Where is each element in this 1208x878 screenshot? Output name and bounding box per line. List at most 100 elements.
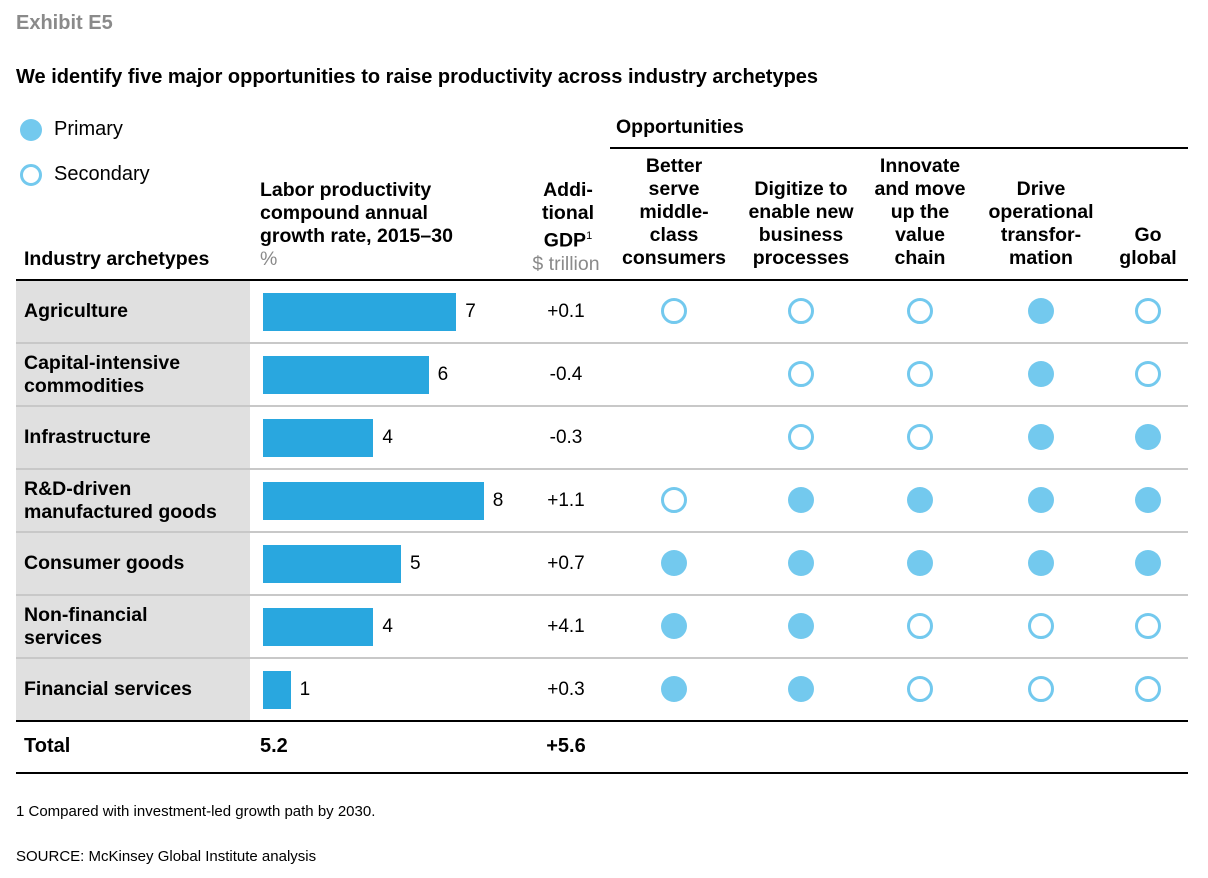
legend-secondary-label: Secondary (54, 163, 150, 185)
growth-value: 8 (492, 490, 504, 511)
table-row: R&D-driven manufactured goods 8 +1.1 (16, 468, 1188, 531)
header-line: processes (752, 247, 850, 269)
secondary-circle-icon (907, 613, 933, 639)
table-row: Agriculture 7 +0.1 (16, 281, 1188, 342)
secondary-circle-icon (907, 361, 933, 387)
primary-circle-icon (788, 613, 814, 639)
gdp-value: +1.1 (547, 490, 585, 511)
productivity-header: Labor productivity compound annual growt… (260, 179, 453, 271)
header-line: Digitize to (754, 178, 848, 200)
row-label: Financial services (16, 659, 250, 720)
primary-circle-icon (907, 550, 933, 576)
secondary-circle-icon (907, 424, 933, 450)
growth-bar (263, 293, 457, 331)
primary-circle-icon (1135, 487, 1161, 513)
row-separator (16, 468, 1188, 470)
row-label: Capital-intensive commodities (16, 344, 250, 405)
opportunity-header-4: Go global (1078, 224, 1208, 270)
row-label: Non-financial services (16, 596, 250, 657)
row-label: Agriculture (16, 281, 250, 342)
primary-circle-icon (661, 550, 687, 576)
header-line: Go (1134, 224, 1162, 246)
row-label-text: Consumer goods (24, 552, 184, 575)
secondary-circle-icon (1135, 361, 1161, 387)
header-line: up the (890, 201, 950, 223)
growth-bar (263, 419, 374, 457)
opportunity-header-2: Innovate and move up the value chain (850, 155, 990, 270)
opportunities-header: Opportunities (616, 116, 744, 138)
header-line: chain (894, 247, 946, 269)
gdp-value: +4.1 (547, 616, 585, 637)
table-row: Infrastructure 4 -0.3 (16, 405, 1188, 468)
secondary-circle-icon (1028, 676, 1054, 702)
header-line: Addi- (543, 179, 593, 201)
label-line: R&D-driven (24, 477, 132, 500)
header-line: enable new (748, 201, 854, 223)
header-line: growth rate, 2015–30 (260, 225, 453, 247)
growth-value: 7 (465, 301, 476, 322)
legend-secondary: Secondary (20, 163, 150, 186)
secondary-circle-icon (661, 298, 687, 324)
divider (610, 147, 1188, 149)
divider (16, 720, 1188, 722)
footnote: 1 Compared with investment-led growth pa… (16, 803, 376, 820)
header-line: operational (988, 201, 1094, 223)
header-line: serve (648, 178, 700, 200)
archetypes-header: Industry archetypes (24, 248, 210, 270)
header-line: transfor- (1000, 224, 1082, 246)
opportunity-header-3: Drive operational transfor-mation (971, 178, 1111, 270)
row-label: Consumer goods (16, 533, 250, 594)
secondary-circle-icon (1028, 613, 1054, 639)
primary-circle-icon (1135, 550, 1161, 576)
gdp-value: +0.1 (547, 301, 585, 322)
secondary-circle-icon (1135, 298, 1161, 324)
primary-circle-icon (661, 676, 687, 702)
total-growth: 5.2 (260, 735, 288, 757)
row-separator (16, 594, 1188, 596)
gdp-header: Addi- tional GDP1 $ trillion (526, 179, 610, 276)
secondary-circle-icon (788, 298, 814, 324)
header-unit: % (260, 248, 278, 270)
secondary-circle-icon (907, 676, 933, 702)
primary-circle-icon (907, 487, 933, 513)
row-label-text: Capital-intensive commodities (24, 352, 180, 398)
growth-value: 4 (382, 616, 393, 637)
row-separator (16, 531, 1188, 533)
primary-circle-icon (788, 487, 814, 513)
secondary-circle-icon (907, 298, 933, 324)
secondary-circle-icon (788, 361, 814, 387)
growth-value: 5 (410, 553, 421, 574)
header-line: and move (874, 178, 966, 200)
row-label-text: Agriculture (24, 300, 128, 323)
primary-circle-icon (1028, 298, 1054, 324)
primary-circle-icon (788, 550, 814, 576)
header-line: Labor productivity (260, 179, 432, 201)
table-row: Financial services 1 +0.3 (16, 657, 1188, 720)
primary-circle-icon (1028, 487, 1054, 513)
label-line: Non-financial (24, 603, 148, 626)
opportunity-header-0: Better serve middle-class consumers (604, 155, 744, 270)
row-label-text: R&D-driven manufactured goods (24, 478, 217, 524)
total-label: Total (24, 735, 71, 757)
row-separator (16, 657, 1188, 659)
header-line: consumers (621, 247, 727, 269)
table-row: Consumer goods 5 +0.7 (16, 531, 1188, 594)
header-line: business (758, 224, 844, 246)
label-line: Capital-intensive (24, 351, 181, 374)
gdp-value: -0.4 (549, 364, 583, 385)
footnote-ref: 1 (586, 230, 593, 242)
header-line: Drive (1016, 178, 1066, 200)
header-line: middle- (639, 201, 709, 223)
growth-bar (263, 545, 401, 583)
secondary-circle-icon (1135, 613, 1161, 639)
header-unit: $ trillion (532, 252, 600, 275)
growth-bar (263, 356, 429, 394)
header-line: GDP1 (526, 225, 610, 253)
header-line: compound annual (260, 202, 428, 224)
hollow-circle-icon (20, 163, 42, 186)
growth-bar (263, 482, 484, 520)
label-line: commodities (24, 374, 145, 397)
secondary-circle-icon (1135, 676, 1161, 702)
growth-bar (263, 671, 291, 709)
